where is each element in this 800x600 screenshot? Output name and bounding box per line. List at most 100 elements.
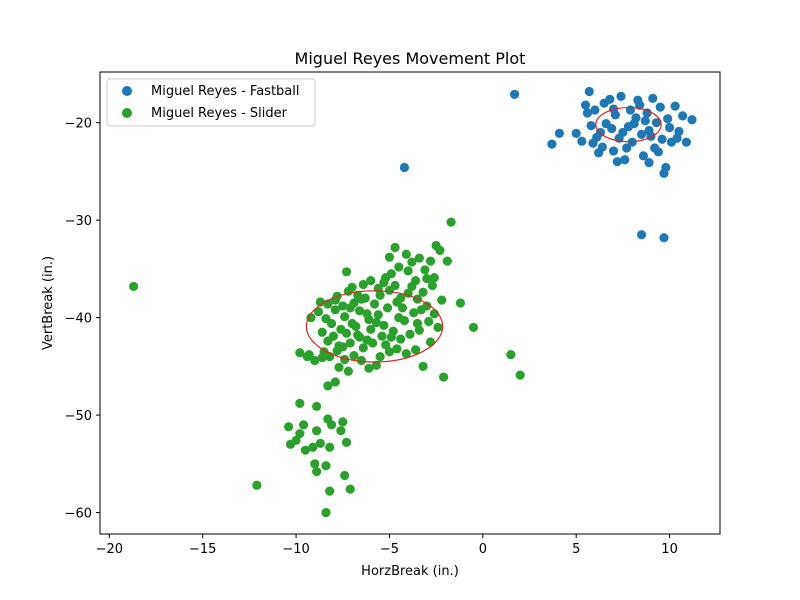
plot-area [129,86,697,518]
data-point [345,303,355,313]
data-point [375,352,385,362]
x-tick-label: −10 [282,542,309,557]
data-point [439,372,449,382]
data-point [382,303,393,313]
data-point [399,162,409,173]
x-tick-label: 5 [572,542,580,557]
data-point [429,309,439,319]
data-point [338,342,348,352]
data-point [295,348,305,358]
data-point [358,343,368,353]
data-point [592,132,602,142]
data-point [577,136,587,146]
data-point [418,361,428,371]
data-point [325,442,335,452]
data-point [629,119,639,129]
data-point [354,306,365,316]
data-point [403,266,413,276]
data-point [291,435,301,446]
data-point [509,89,520,100]
data-point [515,370,525,380]
data-point [362,309,372,319]
data-point [354,332,365,342]
data-point [394,313,404,323]
y-tick-label: −50 [65,409,92,424]
x-tick-label: 10 [661,542,678,557]
legend-label-fastball: Miguel Reyes - Fastball [151,84,300,99]
data-point [659,233,669,243]
data-point [312,401,322,411]
data-point [586,121,596,131]
data-point [407,257,417,267]
data-point [328,331,339,341]
data-point [381,340,391,350]
data-point [358,279,368,290]
data-point [455,298,466,308]
data-point [616,91,626,101]
data-point [655,102,665,112]
data-point [446,217,456,227]
legend-marker-slider [122,108,132,118]
data-point [340,354,350,365]
data-point [424,316,434,327]
data-point [284,422,294,432]
data-point [351,321,361,331]
data-point [608,146,619,156]
data-point [375,290,385,300]
data-point [418,287,428,297]
data-point [364,363,374,373]
y-tick-label: −60 [65,507,92,522]
data-point [437,295,447,305]
data-point [373,310,383,320]
data-point [330,377,340,387]
data-point [644,158,654,168]
data-point [349,351,359,361]
x-tick-label: −20 [96,542,123,557]
y-tick-label: −20 [65,117,92,132]
data-point [368,338,378,348]
data-point [308,442,318,452]
data-point [582,108,593,118]
data-point [407,281,417,292]
data-point [584,86,594,97]
data-point [547,139,557,149]
data-point [300,445,311,455]
data-point [427,280,438,291]
data-point [252,480,262,490]
data-point [681,137,691,147]
data-point [310,459,320,469]
data-point [425,337,436,347]
data-point [414,253,424,263]
data-point [687,115,697,125]
chart-title: Miguel Reyes Movement Plot [295,49,526,68]
data-point [384,252,395,262]
data-point [310,355,320,366]
data-point [618,127,628,138]
legend-box [106,78,316,127]
data-point [401,349,411,359]
data-point [313,307,324,317]
y-tick-label: −30 [65,214,92,229]
data-point [640,116,650,126]
data-point [622,143,632,153]
data-point [312,426,322,436]
data-point [590,105,600,115]
data-point [416,305,426,315]
data-point [405,329,415,339]
data-point [338,301,348,311]
data-point [325,486,335,496]
x-axis-label: HorzBreak (in.) [361,564,459,579]
data-point [612,157,622,167]
data-point [672,133,682,143]
data-point [411,345,421,355]
data-point [323,381,333,391]
data-point [659,168,669,178]
data-point [663,114,673,124]
data-point [341,437,352,447]
data-point [425,256,436,266]
data-point [340,312,350,322]
data-point [336,426,346,436]
data-point [420,265,430,275]
data-point [321,461,331,471]
data-point [571,128,581,139]
